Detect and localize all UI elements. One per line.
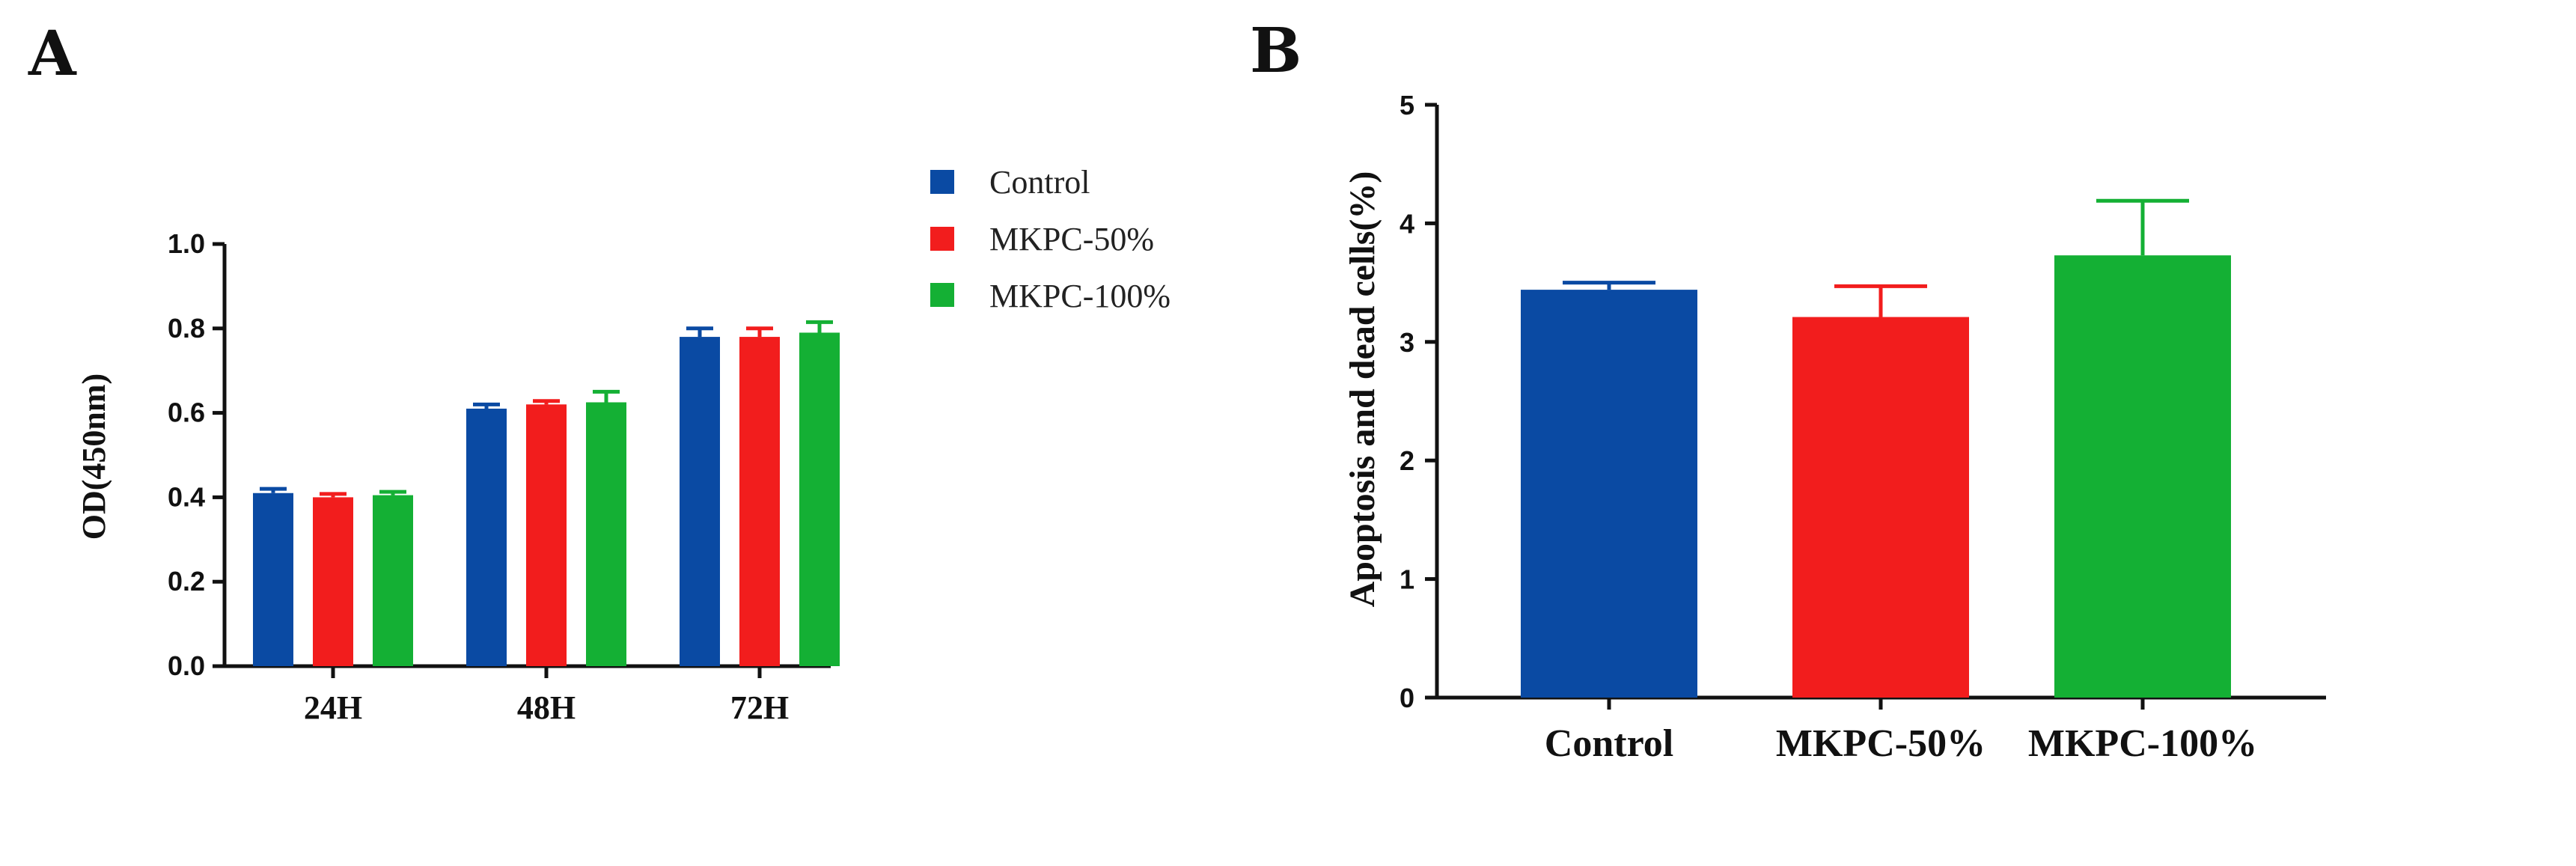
chart-a-y-tick-label: 0.8 [168,313,205,344]
error-bar-a-48h-mkpc-50 [533,399,560,405]
chart-b-y-tick-label: 0 [1400,683,1414,713]
bar-a-72h-control [680,337,720,666]
chart-a-y-tick-label: 0.2 [168,566,205,597]
bar-a-72h-mkpc-50 [739,337,780,666]
bar-a-48h-mkpc-50 [526,404,567,666]
error-bar-b-control [1563,281,1655,290]
legend: Control MKPC-50% MKPC-100% [930,164,1171,314]
chart-a: OD(450nm) 0.0 0.2 0.4 0.6 0.8 1.0 24H 48H 72H [76,228,840,726]
error-bar-b-mkpc-100 [2096,198,2189,256]
chart-b-x-tick-label: MKPC-100% [2028,722,2257,765]
bar-b-mkpc-50 [1792,317,1969,698]
legend-swatch-mkpc-100 [930,283,954,307]
chart-a-y-tick-label: 1.0 [168,228,205,259]
error-bar-a-48h-control [473,402,500,409]
legend-label-mkpc-100: MKPC-100% [989,278,1171,314]
legend-swatch-mkpc-50 [930,227,954,251]
chart-a-x-tick-label: 24H [304,689,362,726]
error-bar-a-72h-mkpc-50 [746,326,773,338]
error-bar-a-72h-mkpc-100 [806,320,833,333]
chart-a-y-tick-label: 0.6 [168,397,205,428]
bar-a-24h-mkpc-100 [373,495,413,666]
chart-a-x-tick-label: 72H [730,689,789,726]
chart-b-y-tick-label: 1 [1400,564,1414,595]
chart-b-y-tick-label: 5 [1400,90,1414,121]
chart-b-x-tick-label: MKPC-50% [1776,722,1986,765]
chart-b-y-tick-label: 3 [1400,327,1414,358]
chart-a-y-tick-label: 0.4 [168,481,205,512]
chart-b-y-tick-label: 4 [1400,208,1414,239]
chart-b: Apoptosis and dead cells(%) 0 1 2 3 4 5 Contr… [1343,90,2326,765]
bar-a-72h-mkpc-100 [799,332,840,666]
legend-swatch-control [930,170,954,194]
panel-a-letter: A [28,18,77,90]
chart-b-y-label: Apoptosis and dead cells(%) [1343,171,1382,608]
bar-b-control [1521,290,1697,698]
bar-a-24h-control [253,493,293,666]
chart-b-y-tick-label: 2 [1400,445,1414,476]
error-bar-a-24h-mkpc-100 [379,490,406,495]
chart-b-x-tick-label: Control [1545,722,1673,765]
error-bar-a-72h-control [686,326,713,338]
bar-b-mkpc-100 [2054,255,2231,698]
chart-a-y-tick-label: 0.0 [168,650,205,681]
bar-a-48h-mkpc-100 [586,402,626,666]
panel-b-letter: B [1250,15,1301,87]
chart-a-y-label: OD(450nm) [76,373,112,540]
bar-a-48h-control [466,408,507,666]
chart-a-x-tick-label: 48H [517,689,576,726]
error-bar-a-24h-mkpc-50 [320,492,347,498]
error-bar-a-48h-mkpc-100 [593,389,620,403]
legend-label-control: Control [989,164,1090,201]
bar-a-24h-mkpc-50 [313,497,353,666]
error-bar-a-24h-control [260,487,287,493]
error-bar-b-mkpc-50 [1834,284,1927,317]
legend-label-mkpc-50: MKPC-50% [989,221,1154,257]
